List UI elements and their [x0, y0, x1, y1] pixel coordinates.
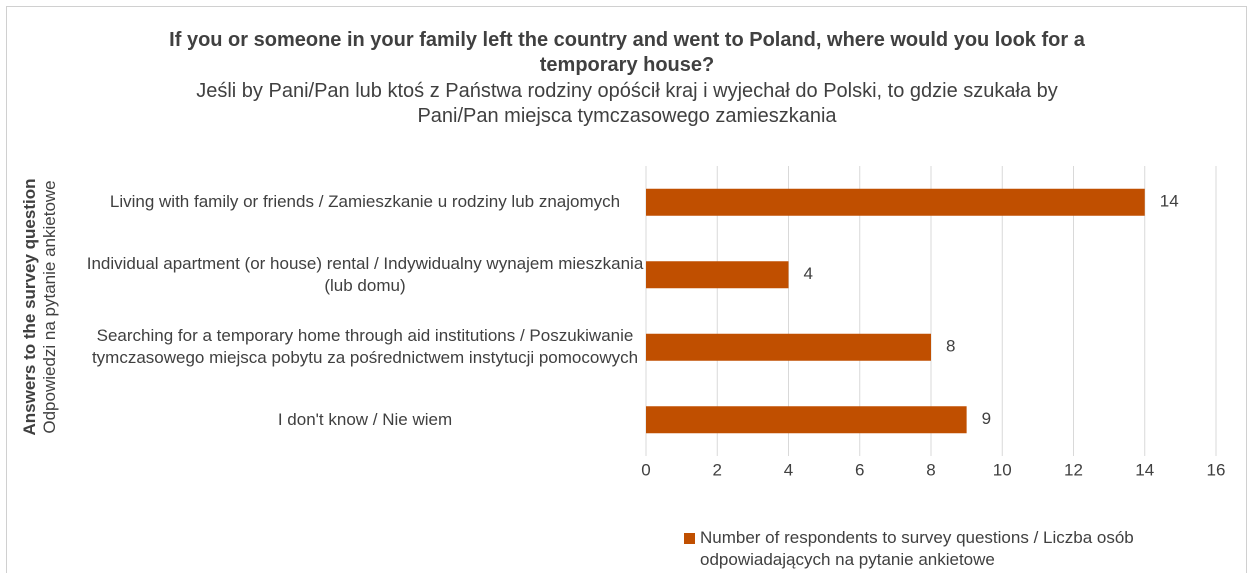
y-tick-label: Living with family or friends / Zamieszk… — [109, 192, 621, 212]
legend-label: Number of respondents to survey question… — [700, 528, 1134, 569]
legend: Number of respondents to survey question… — [684, 527, 1254, 571]
bar — [646, 333, 931, 361]
data-label: 14 — [1160, 192, 1179, 211]
data-label: 4 — [804, 264, 813, 283]
chart-title: If you or someone in your family left th… — [169, 29, 1085, 76]
bar — [646, 188, 1145, 216]
data-label: 9 — [982, 409, 991, 428]
legend-swatch — [684, 533, 695, 544]
x-tick-label: 0 — [641, 460, 650, 479]
x-tick-label: 8 — [926, 460, 935, 479]
x-tick-label: 10 — [993, 460, 1012, 479]
y-tick-label: Individual apartment (or house) rental /… — [86, 253, 644, 295]
y-tick-label: I don't know / Nie wiem — [277, 409, 453, 429]
x-tick-label: 6 — [855, 460, 864, 479]
chart-subtitle: Jeśli by Pani/Pan lub ktoś z Państwa rod… — [196, 80, 1058, 127]
x-tick-label: 12 — [1064, 460, 1083, 479]
bar — [646, 406, 967, 434]
y-tick-label: Searching for a temporary home through a… — [91, 326, 639, 368]
x-tick-label: 4 — [784, 460, 793, 479]
x-tick-label: 14 — [1135, 460, 1154, 479]
x-tick-label: 16 — [1207, 460, 1226, 479]
bar — [646, 261, 789, 289]
data-label: 8 — [946, 337, 955, 356]
chart-frame — [6, 6, 1247, 573]
x-tick-label: 2 — [713, 460, 722, 479]
